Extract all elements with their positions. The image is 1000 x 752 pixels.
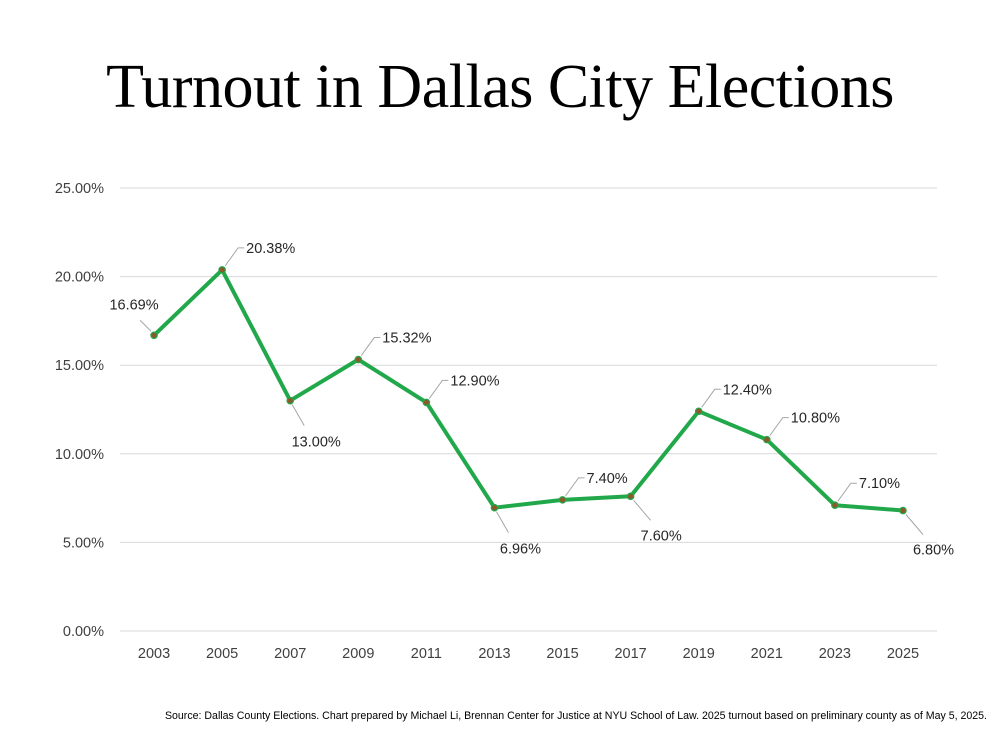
data-label: 12.40% [723,382,772,398]
series-line-turnout [152,267,905,513]
data-label-leader [291,404,305,426]
data-point-markers [150,266,907,515]
data-label-leader [837,482,857,502]
data-point-marker [899,506,907,515]
data-label: 7.40% [587,471,628,487]
data-point-marker [354,355,363,364]
x-tick-label: 2021 [751,646,783,662]
x-tick-label: 2019 [683,646,715,662]
y-tick-label: 25.00% [55,181,104,197]
data-label: 10.80% [791,411,840,427]
x-tick-label: 2025 [887,646,919,662]
x-tick-label: 2007 [274,646,306,662]
data-label: 7.60% [641,528,682,544]
x-tick-label: 2017 [614,646,646,662]
data-label-leader [224,247,245,267]
data-point-marker [626,492,635,501]
y-tick-label: 20.00% [55,270,104,286]
x-tick-label: 2015 [546,646,578,662]
data-label: 12.90% [450,373,499,389]
x-tick-label: 2013 [478,646,510,662]
y-axis-tick-labels: 0.00% 5.00% 10.00% 15.00% 20.00% 25.00% [55,181,104,640]
data-label-leader [905,514,924,535]
data-label-leader [769,417,789,436]
data-labels: 16.69% 20.38% 13.00% 15.32% 12.90% 6.96% 7.40%… [109,241,954,559]
series-turnout [152,267,905,513]
chart-title: Turnout in Dallas City Elections [106,53,894,121]
y-tick-label: 10.00% [55,447,104,463]
x-tick-label: 2023 [819,646,851,662]
data-label: 13.00% [292,435,341,451]
data-label-leader-lines [139,247,924,535]
data-label-leader [360,337,381,356]
gridlines [120,187,937,632]
x-tick-label: 2009 [342,646,374,662]
source-note: Source: Dallas County Elections. Chart p… [164,710,987,722]
y-tick-label: 15.00% [55,358,104,374]
data-label: 20.38% [246,241,295,257]
data-label: 7.10% [859,476,900,492]
data-label-leader [633,500,652,521]
data-label-leader [565,477,585,497]
y-tick-label: 5.00% [63,535,104,551]
data-label-leader [428,379,449,399]
data-point-marker [286,396,295,405]
data-point-marker [490,503,499,512]
data-label: 6.96% [500,542,541,558]
data-label: 15.32% [382,331,431,347]
y-tick-label: 0.00% [63,624,104,640]
x-axis-tick-labels: 2003 2005 2007 2009 2011 2013 2015 2017 2019 2021… [138,646,919,662]
x-tick-label: 2005 [206,646,238,662]
data-label: 16.69% [109,297,158,313]
x-tick-label: 2011 [411,646,442,662]
data-point-marker [218,266,226,274]
data-point-marker [558,496,567,504]
data-label-leader [701,388,721,408]
x-tick-label: 2003 [138,646,170,662]
data-label-leader [139,319,152,332]
data-point-marker [150,331,158,340]
data-point-marker [831,501,839,509]
data-label-leader [496,511,509,533]
data-point-marker [762,435,771,444]
data-point-marker [422,398,431,407]
data-label: 6.80% [913,543,954,559]
data-point-marker [694,407,703,416]
